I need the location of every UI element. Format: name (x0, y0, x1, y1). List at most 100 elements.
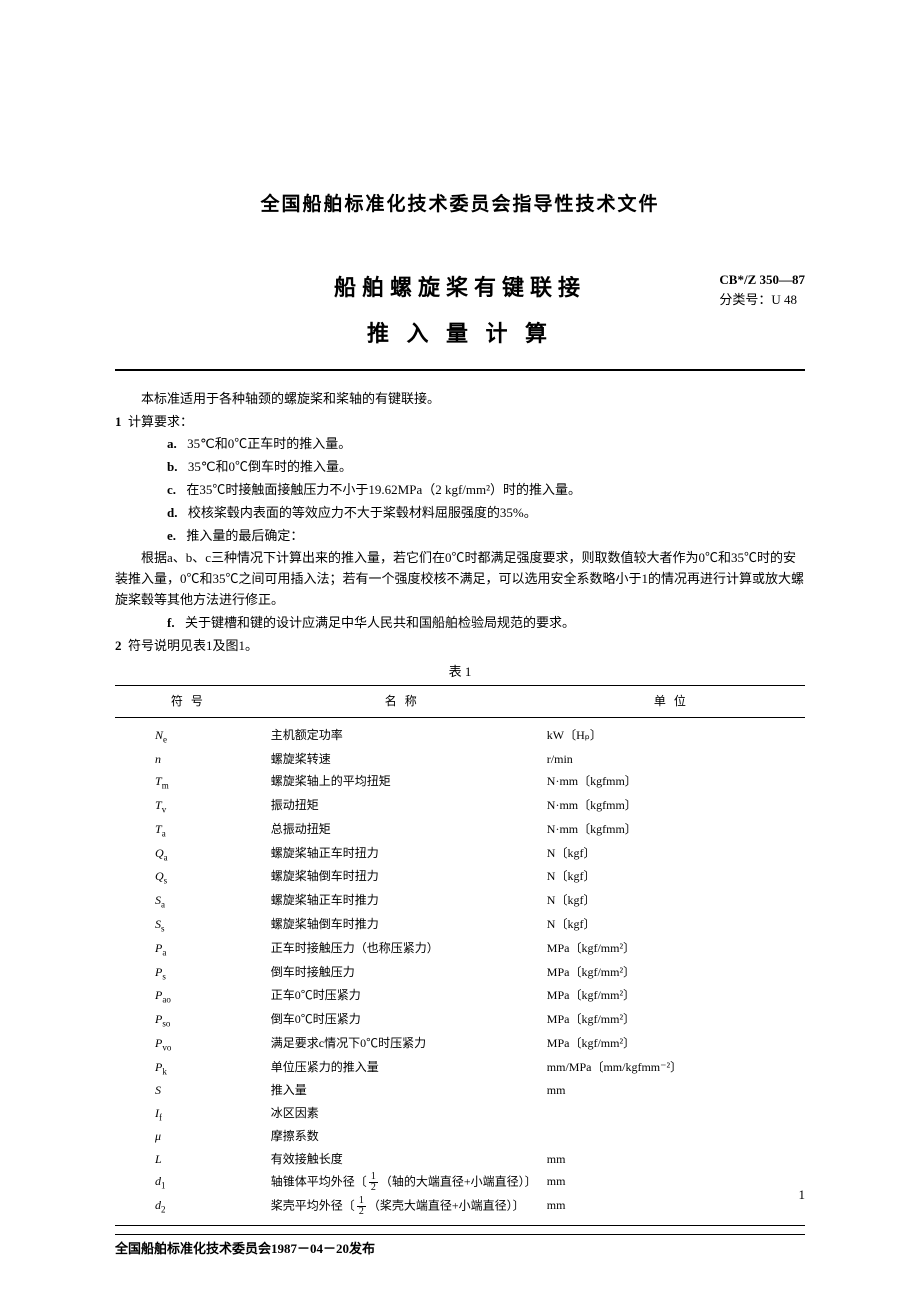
sec1-d: d.校核桨毂内表面的等效应力不大于桨毂材料屈服强度的35%。 (115, 503, 805, 524)
sec1-d-text: 校核桨毂内表面的等效应力不大于桨毂材料屈服强度的35%。 (188, 505, 537, 520)
cell-symbol: Pa (115, 937, 267, 961)
table-row: Ps倒车时接触压力MPa〔kgf/mm²〕 (115, 961, 805, 985)
title-line1: 船舶螺旋桨有键联接 (115, 270, 805, 305)
page-number: 1 (799, 1185, 806, 1206)
cell-unit: mm (543, 1080, 805, 1102)
title-line2: 推 入 量 计 算 (115, 316, 805, 351)
th-unit: 单位 (543, 686, 805, 718)
cell-name: 正车时接触压力（也称压紧力） (267, 937, 543, 961)
cell-name: 冰区因素 (267, 1102, 543, 1126)
sec2-heading: 2符号说明见表1及图1。 (115, 636, 805, 657)
table-row: Qa螺旋桨轴正车时扭力N〔kgf〕 (115, 842, 805, 866)
cell-unit: N〔kgf〕 (543, 913, 805, 937)
th-name: 名称 (267, 686, 543, 718)
cell-name: 桨壳平均外径〔12（桨壳大端直径+小端直径）〕 (267, 1194, 543, 1225)
cell-unit: N·mm〔kgfmm〕 (543, 795, 805, 819)
sec1-e-text: 推入量的最后确定： (186, 528, 303, 543)
table-body: Ne主机额定功率kW〔Hₚ〕n螺旋桨转速r/minTm螺旋桨轴上的平均扭矩N·m… (115, 718, 805, 1225)
th-symbol: 符号 (115, 686, 267, 718)
table-row: If冰区因素 (115, 1102, 805, 1126)
cell-unit: mm (543, 1148, 805, 1170)
cell-unit: MPa〔kgf/mm²〕 (543, 985, 805, 1009)
cell-symbol: Sa (115, 890, 267, 914)
sec1-c: c.在35℃时接触面接触压力不小于19.62MPa（2 kgf/mm²）时的推入… (115, 480, 805, 501)
cell-symbol: Ta (115, 818, 267, 842)
body-text: 本标准适用于各种轴颈的螺旋桨和桨轴的有键联接。 1 计算要求： a.35℃和0℃正… (115, 389, 805, 657)
table-row: S推入量mm (115, 1080, 805, 1102)
table-row: Tv振动扭矩N·mm〔kgfmm〕 (115, 795, 805, 819)
sec1-b-text: 35℃和0℃倒车时的推入量。 (188, 459, 352, 474)
cell-unit: r/min (543, 749, 805, 771)
sec1-c-text: 在35℃时接触面接触压力不小于19.62MPa（2 kgf/mm²）时的推入量。 (186, 482, 581, 497)
table-row: Ta总振动扭矩N·mm〔kgfmm〕 (115, 818, 805, 842)
sec2-num: 2 (115, 638, 122, 653)
table-row: d2桨壳平均外径〔12（桨壳大端直径+小端直径）〕mm (115, 1194, 805, 1225)
cell-unit: mm (543, 1194, 805, 1225)
table-row: Pvo满足要求c情况下0℃时压紧力MPa〔kgf/mm²〕 (115, 1032, 805, 1056)
sec1-e: e.推入量的最后确定： (115, 526, 805, 547)
cell-symbol: Tv (115, 795, 267, 819)
cell-symbol: Qs (115, 866, 267, 890)
cell-name: 摩擦系数 (267, 1126, 543, 1148)
rule-top (115, 369, 805, 371)
sec1-a: a.35℃和0℃正车时的推入量。 (115, 434, 805, 455)
cell-symbol: Ps (115, 961, 267, 985)
cell-name: 轴锥体平均外径〔12（轴的大端直径+小端直径）〕 (267, 1170, 543, 1194)
org-heading: 全国船舶标准化技术委员会指导性技术文件 (115, 190, 805, 220)
table-row: d1轴锥体平均外径〔12（轴的大端直径+小端直径）〕mm (115, 1170, 805, 1194)
cell-name: 螺旋桨轴正车时推力 (267, 890, 543, 914)
cell-unit: MPa〔kgf/mm²〕 (543, 937, 805, 961)
cell-symbol: S (115, 1080, 267, 1102)
sec1-f: f.关于键槽和键的设计应满足中华人民共和国船舶检验局规范的要求。 (115, 613, 805, 634)
sec1-heading: 1 计算要求： (115, 412, 805, 433)
cell-unit: N〔kgf〕 (543, 866, 805, 890)
sec1-a-text: 35℃和0℃正车时的推入量。 (187, 436, 351, 451)
cell-name: 倒车0℃时压紧力 (267, 1009, 543, 1033)
cell-name: 正车0℃时压紧力 (267, 985, 543, 1009)
cell-unit: N·mm〔kgfmm〕 (543, 818, 805, 842)
sec1-num: 1 (115, 414, 122, 429)
cell-unit: MPa〔kgf/mm²〕 (543, 961, 805, 985)
intro-para: 本标准适用于各种轴颈的螺旋桨和桨轴的有键联接。 (115, 389, 805, 410)
cell-unit: kW〔Hₚ〕 (543, 718, 805, 749)
cell-symbol: d2 (115, 1194, 267, 1225)
cell-symbol: n (115, 749, 267, 771)
cell-symbol: If (115, 1102, 267, 1126)
cell-unit: MPa〔kgf/mm²〕 (543, 1032, 805, 1056)
cell-symbol: μ (115, 1126, 267, 1148)
cell-unit: N〔kgf〕 (543, 842, 805, 866)
title-block: 船舶螺旋桨有键联接 推 入 量 计 算 CB*/Z 350—87 分类号：U 4… (115, 270, 805, 350)
table-row: Ss螺旋桨轴倒车时推力N〔kgf〕 (115, 913, 805, 937)
cell-name: 螺旋桨轴倒车时推力 (267, 913, 543, 937)
table-row: Sa螺旋桨轴正车时推力N〔kgf〕 (115, 890, 805, 914)
page: 全国船舶标准化技术委员会指导性技术文件 船舶螺旋桨有键联接 推 入 量 计 算 … (0, 0, 920, 1301)
cell-symbol: Pso (115, 1009, 267, 1033)
cell-name: 主机额定功率 (267, 718, 543, 749)
cell-symbol: Ne (115, 718, 267, 749)
table-row: μ摩擦系数 (115, 1126, 805, 1148)
cell-unit: MPa〔kgf/mm²〕 (543, 1009, 805, 1033)
table-bottom-rule (115, 1225, 805, 1226)
code-sub: 分类号：U 48 (719, 290, 805, 310)
cell-name: 螺旋桨转速 (267, 749, 543, 771)
table-row: n螺旋桨转速r/min (115, 749, 805, 771)
cell-name: 螺旋桨轴正车时扭力 (267, 842, 543, 866)
table-row: Pk单位压紧力的推入量mm/MPa〔mm/kgfmm⁻²〕 (115, 1056, 805, 1080)
cell-name: 振动扭矩 (267, 795, 543, 819)
cell-name: 总振动扭矩 (267, 818, 543, 842)
cell-name: 单位压紧力的推入量 (267, 1056, 543, 1080)
table-row: Ne主机额定功率kW〔Hₚ〕 (115, 718, 805, 749)
cell-name: 螺旋桨轴上的平均扭矩 (267, 771, 543, 795)
table-row: Tm螺旋桨轴上的平均扭矩N·mm〔kgfmm〕 (115, 771, 805, 795)
table-row: Pao正车0℃时压紧力MPa〔kgf/mm²〕 (115, 985, 805, 1009)
sec1-title: 计算要求： (128, 414, 193, 429)
cell-unit (543, 1126, 805, 1148)
cell-symbol: Pk (115, 1056, 267, 1080)
cell-symbol: Ss (115, 913, 267, 937)
sec1-f-text: 关于键槽和键的设计应满足中华人民共和国船舶检验局规范的要求。 (185, 615, 575, 630)
table-caption: 表 1 (115, 662, 805, 683)
footer-issued: 全国船舶标准化技术委员会1987－04－20发布 (115, 1234, 805, 1260)
cell-symbol: Tm (115, 771, 267, 795)
cell-symbol: Pao (115, 985, 267, 1009)
table-row: Pso倒车0℃时压紧力MPa〔kgf/mm²〕 (115, 1009, 805, 1033)
